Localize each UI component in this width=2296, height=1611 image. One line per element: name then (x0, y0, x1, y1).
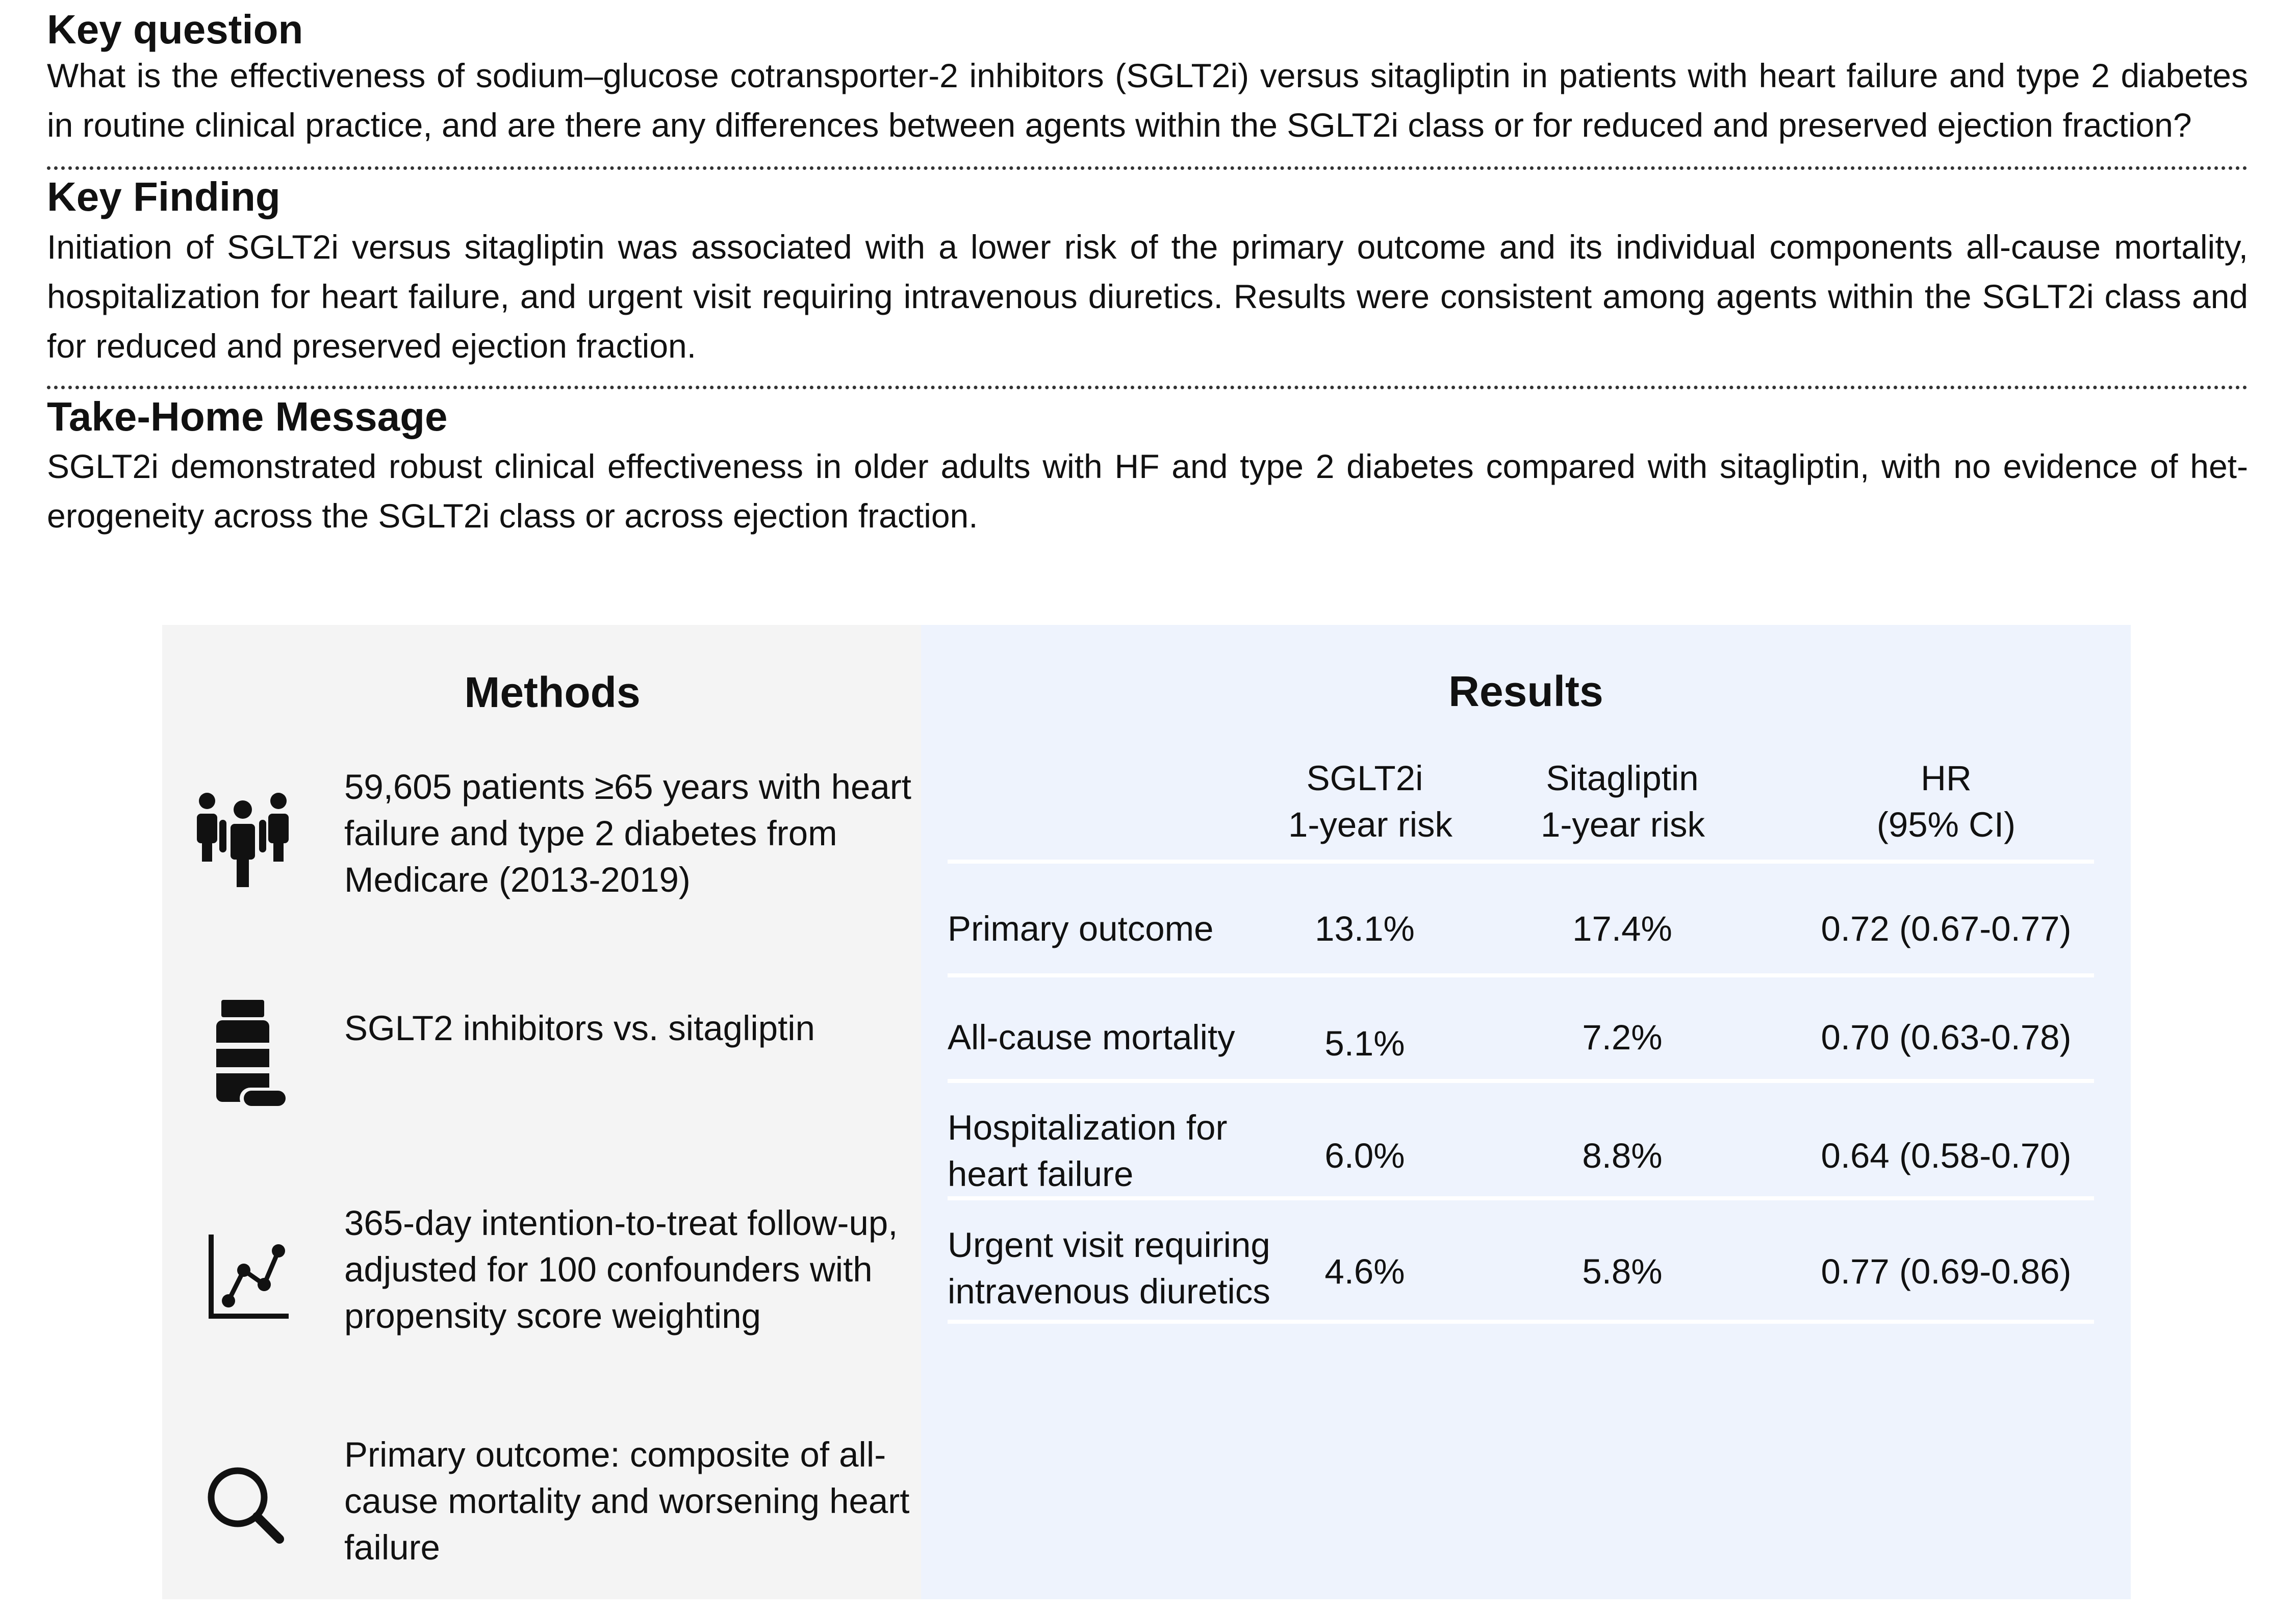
table-divider (948, 973, 2094, 977)
table-divider (948, 1079, 2094, 1083)
methods-heading: Methods (464, 668, 641, 716)
sglt2i-risk-cell: 4.6% (1324, 1252, 1405, 1291)
magnifying-glass-icon (187, 1446, 299, 1569)
hazard-ratio-cell: 0.77 (0.69-0.86) (1821, 1252, 2072, 1291)
sitagliptin-risk-cell: 17.4% (1572, 909, 1672, 948)
hazard-ratio-cell: 0.64 (0.58-0.70) (1821, 1136, 2072, 1175)
medication-bottle-icon (187, 996, 299, 1118)
column-header-line1: Sitagliptin (1546, 759, 1699, 798)
column-header-line2: 1-year risk (1288, 805, 1453, 844)
line-chart-icon (187, 1214, 299, 1337)
column-header-line2: 1-year risk (1541, 805, 1705, 844)
sitagliptin-risk-cell: 5.8% (1582, 1252, 1663, 1291)
key-question-title: Key question (47, 7, 303, 52)
sitagliptin-risk-cell: 8.8% (1582, 1136, 1663, 1175)
table-divider (948, 1320, 2094, 1324)
take-home-title: Take-Home Message (47, 394, 448, 439)
column-header-line1: HR (1921, 759, 1972, 798)
column-header-line2: (95% CI) (1876, 805, 2016, 844)
row-label: Urgent visit requiring intravenous diure… (948, 1225, 1270, 1311)
methods-item-text: SGLT2 inhibitors vs. sitagliptin (344, 1009, 815, 1048)
row-label: Hospitalization for heart failure (948, 1108, 1228, 1194)
row-label: All-cause mortality (948, 1018, 1235, 1057)
key-finding-text: Initiation of SGLT2i versus sitagliptin … (47, 228, 2248, 365)
table-divider (948, 1196, 2094, 1200)
key-question-text: What is the effectiveness of sodium–gluc… (47, 57, 2248, 144)
results-panel: Results SGLT2i 1-year risk Sitagliptin 1… (921, 625, 2131, 1599)
dotted-divider (47, 386, 2248, 389)
take-home-text: SGLT2i demonstrated robust clinical effe… (47, 447, 2248, 535)
people-group-icon (187, 773, 299, 895)
column-header: SGLT2i 1-year risk (1288, 755, 1453, 848)
sglt2i-risk-cell: 13.1% (1315, 909, 1415, 948)
hazard-ratio-cell: 0.72 (0.67-0.77) (1821, 909, 2072, 948)
column-header: HR (95% CI) (1819, 755, 2074, 848)
column-header-line1: SGLT2i (1306, 759, 1423, 798)
column-header: Sitagliptin 1-year risk (1541, 755, 1705, 848)
methods-panel: Methods 59,605 patients ≥65 years with h… (162, 625, 921, 1599)
table-divider (948, 860, 2094, 864)
methods-item-text: Primary outcome: composite of all-cause … (344, 1435, 910, 1567)
dotted-divider (47, 166, 2248, 170)
sitagliptin-risk-cell: 7.2% (1582, 1018, 1663, 1057)
row-label: Primary outcome (948, 909, 1214, 948)
methods-item-text: 59,605 patients ≥65 years with heart fai… (344, 767, 911, 899)
sglt2i-risk-cell: 6.0% (1324, 1136, 1405, 1175)
methods-item-text: 365-day intention-to-treat follow-up, ad… (344, 1203, 898, 1336)
hazard-ratio-cell: 0.70 (0.63-0.78) (1821, 1018, 2072, 1057)
sglt2i-risk-cell: 5.1% (1324, 1024, 1405, 1063)
results-heading: Results (1448, 667, 1603, 715)
key-finding-title: Key Finding (47, 174, 280, 219)
